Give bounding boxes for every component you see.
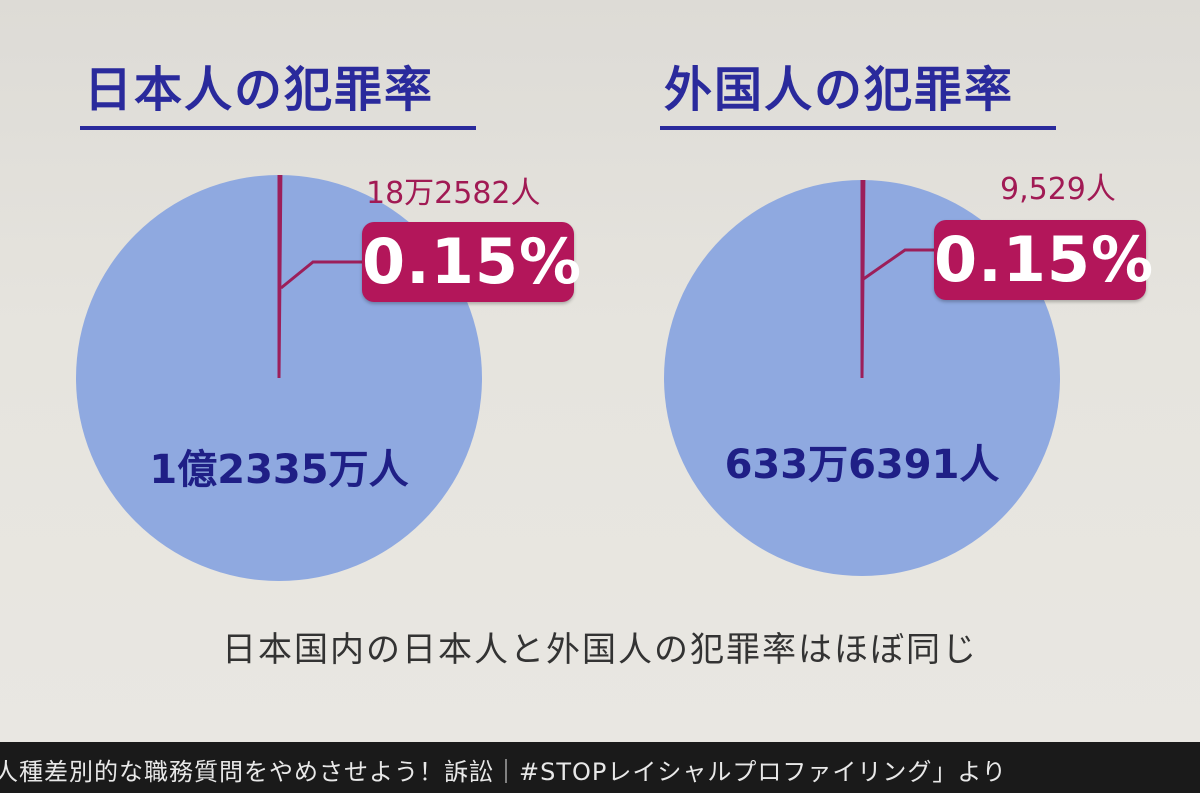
slide-caption: 日本国内の日本人と外国人の犯罪率はほぼ同じ	[222, 630, 978, 670]
pie-left-title-underline	[80, 126, 476, 130]
pie-left-title: 日本人の犯罪率	[84, 62, 435, 118]
pie-right-small-slice-label: 9,529人	[1000, 172, 1116, 207]
source-credit: 人種差別的な職務質問をやめさせよう！訴訟｜#STOPレイシャルプロファイリング」…	[0, 758, 1007, 786]
pie-left-small-slice-label: 18万2582人	[366, 176, 541, 211]
pie-right-main-label: 633万6391人	[725, 442, 1000, 488]
pie-right-title-underline	[660, 126, 1056, 130]
pie-left-slice-divider	[277, 174, 283, 379]
pie-right-leader-line	[861, 248, 936, 282]
pie-left-percent-badge: 0.15%	[362, 222, 581, 302]
source-bar	[0, 742, 1200, 793]
pie-right-percent-badge: 0.15%	[934, 220, 1153, 300]
pie-left-main-label: 1億2335万人	[149, 447, 408, 493]
pie-left-leader-line	[280, 260, 364, 290]
slide: 1億2335万人 633万6391人 日本人の犯罪率 外国人の犯罪率 18万25…	[0, 0, 1200, 742]
pie-right-title: 外国人の犯罪率	[664, 62, 1015, 118]
